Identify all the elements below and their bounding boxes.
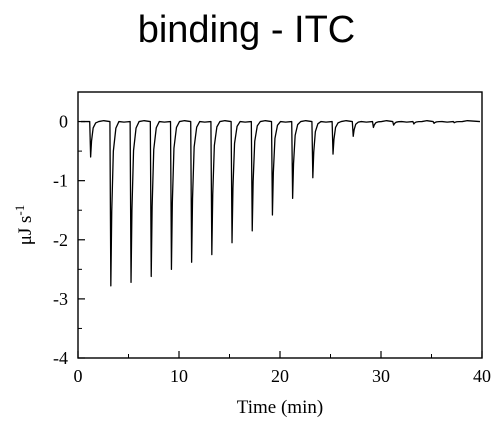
plot-frame (77, 91, 483, 359)
chart-title: binding - ITC (137, 9, 356, 51)
x-axis-title: Time (min) (237, 397, 323, 418)
y-tick-label: -3 (53, 289, 68, 309)
y-axis-title: μJ s-1 (12, 205, 36, 246)
x-tick-label: 20 (271, 366, 289, 386)
y-axis-title-superscript: -1 (12, 205, 27, 216)
x-tick-label: 10 (170, 366, 188, 386)
axes-group (77, 91, 483, 359)
x-tick-label: 0 (74, 366, 83, 386)
x-tick-label: 40 (473, 366, 491, 386)
y-tick-label: -4 (53, 348, 68, 368)
thermogram-trace (81, 120, 481, 287)
y-tick-label: 0 (59, 112, 68, 132)
y-axis-title-main: μJ s (15, 216, 36, 246)
y-tick-label: -2 (53, 230, 68, 250)
x-tick-label: 30 (372, 366, 390, 386)
heat-flow-series-line (81, 120, 481, 287)
y-tick-label: -1 (53, 171, 68, 191)
